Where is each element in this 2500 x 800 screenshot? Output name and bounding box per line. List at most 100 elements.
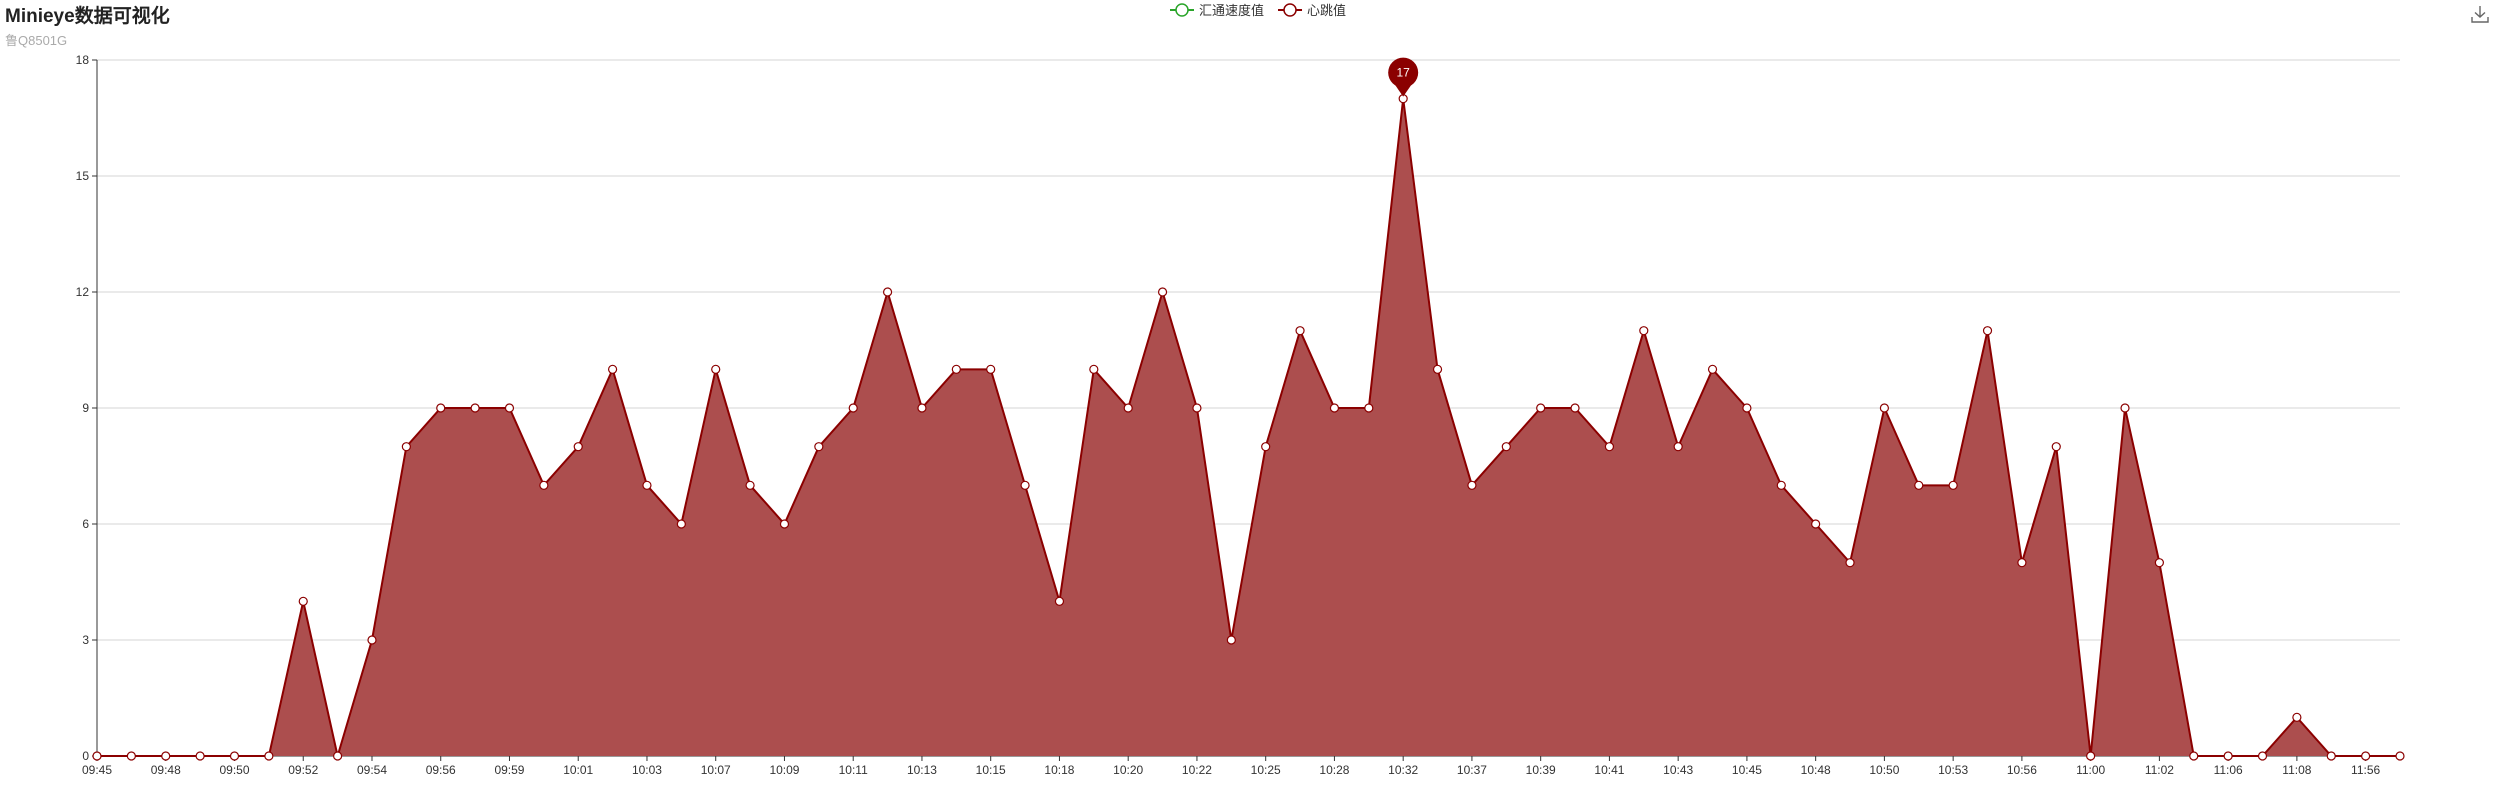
data-point[interactable] (195, 751, 205, 761)
data-point[interactable] (1742, 403, 1752, 413)
data-point[interactable] (1673, 442, 1683, 452)
x-tick-label: 10:11 (839, 763, 868, 777)
data-point[interactable] (1639, 326, 1649, 336)
data-point[interactable] (814, 442, 824, 452)
data-point[interactable] (1914, 480, 1924, 490)
data-point[interactable] (1054, 596, 1065, 606)
data-point[interactable] (1467, 480, 1477, 490)
data-point[interactable] (917, 403, 927, 413)
x-tick-label: 10:09 (769, 763, 799, 777)
data-point[interactable] (2395, 751, 2405, 761)
data-point[interactable] (2051, 442, 2061, 452)
data-point[interactable] (1295, 326, 1305, 336)
x-tick-label: 10:13 (907, 763, 937, 777)
data-point[interactable] (607, 364, 618, 374)
data-point[interactable] (1226, 635, 1236, 645)
data-point[interactable] (848, 403, 858, 413)
data-point[interactable] (642, 480, 652, 490)
data-point[interactable] (1192, 403, 1202, 413)
data-point[interactable] (1982, 326, 1993, 336)
x-tick-label: 11:00 (2076, 763, 2105, 777)
x-tick-label: 09:48 (151, 763, 181, 777)
data-point[interactable] (1776, 480, 1786, 490)
data-point[interactable] (2086, 751, 2096, 761)
data-point[interactable] (161, 751, 171, 761)
data-point[interactable] (2292, 712, 2302, 722)
data-point[interactable] (2120, 403, 2130, 413)
data-point[interactable] (986, 364, 996, 374)
data-point[interactable] (1364, 403, 1374, 413)
data-point[interactable] (779, 519, 790, 529)
x-tick-label: 10:53 (1938, 763, 1968, 777)
data-point[interactable] (92, 751, 102, 761)
data-point[interactable] (2017, 558, 2027, 568)
x-tick-label: 10:41 (1594, 763, 1624, 777)
data-point[interactable] (1261, 442, 1271, 452)
data-point[interactable] (436, 403, 446, 413)
x-tick-label: 09:50 (219, 763, 249, 777)
x-tick-label: 10:15 (976, 763, 1006, 777)
download-icon[interactable] (2469, 3, 2491, 25)
x-tick-label: 10:22 (1182, 763, 1212, 777)
y-tick-label: 9 (82, 401, 89, 415)
data-point[interactable] (1879, 403, 1890, 413)
x-tick-label: 10:45 (1732, 763, 1762, 777)
data-point[interactable] (1432, 364, 1443, 374)
chart-subtitle: 鲁Q8501G (5, 33, 68, 48)
data-point[interactable] (1157, 287, 1168, 297)
x-tick-label: 09:52 (288, 763, 318, 777)
data-point[interactable] (1570, 403, 1580, 413)
x-tick-label: 11:06 (2214, 763, 2243, 777)
x-tick-label: 10:43 (1663, 763, 1693, 777)
x-tick-label: 10:03 (632, 763, 662, 777)
data-point[interactable] (1536, 403, 1546, 413)
y-tick-label: 18 (76, 53, 90, 67)
data-point[interactable] (1123, 403, 1133, 413)
legend-marker[interactable] (1283, 3, 1297, 17)
data-point[interactable] (367, 635, 377, 645)
data-point[interactable] (126, 751, 136, 761)
data-point[interactable] (1707, 364, 1718, 374)
data-point[interactable] (1811, 519, 1821, 529)
data-point[interactable] (2154, 558, 2164, 568)
y-tick-label: 15 (76, 169, 90, 183)
max-marker-label: 17 (1396, 66, 1410, 80)
x-tick-label: 09:45 (82, 763, 112, 777)
data-point[interactable] (2257, 751, 2268, 761)
data-point[interactable] (539, 480, 549, 490)
legend-label[interactable]: 心跳值 (1307, 3, 1346, 18)
data-point[interactable] (1020, 480, 1030, 490)
data-point[interactable] (2326, 751, 2336, 761)
data-point[interactable] (2189, 751, 2199, 761)
chart-title: Minieye数据可视化 (5, 6, 170, 27)
data-point[interactable] (1089, 364, 1099, 374)
data-point[interactable] (1948, 480, 1958, 490)
y-tick-label: 3 (82, 633, 89, 647)
data-point[interactable] (573, 442, 583, 452)
data-point[interactable] (745, 480, 755, 490)
data-point[interactable] (2223, 751, 2233, 761)
data-point[interactable] (333, 751, 343, 761)
legend-marker[interactable] (1175, 3, 1189, 17)
data-point[interactable] (676, 519, 686, 529)
data-point[interactable] (470, 403, 480, 413)
data-point[interactable] (1845, 558, 1855, 568)
x-tick-label: 11:08 (2282, 763, 2311, 777)
x-tick-label: 10:48 (1801, 763, 1831, 777)
data-point[interactable] (882, 287, 893, 297)
data-point[interactable] (711, 364, 721, 374)
data-point[interactable] (298, 596, 308, 606)
legend-label[interactable]: 汇通速度值 (1199, 3, 1264, 18)
data-point[interactable] (229, 751, 240, 761)
data-point[interactable] (951, 364, 961, 374)
data-point[interactable] (504, 403, 515, 413)
data-point[interactable] (264, 751, 274, 761)
x-tick-label: 09:59 (494, 763, 524, 777)
x-tick-label: 10:39 (1526, 763, 1556, 777)
data-point[interactable] (2361, 751, 2371, 761)
data-point[interactable] (1604, 442, 1615, 452)
data-point[interactable] (1329, 403, 1340, 413)
data-point[interactable] (1501, 442, 1511, 452)
data-point[interactable] (401, 442, 411, 452)
x-tick-label: 09:56 (426, 763, 456, 777)
